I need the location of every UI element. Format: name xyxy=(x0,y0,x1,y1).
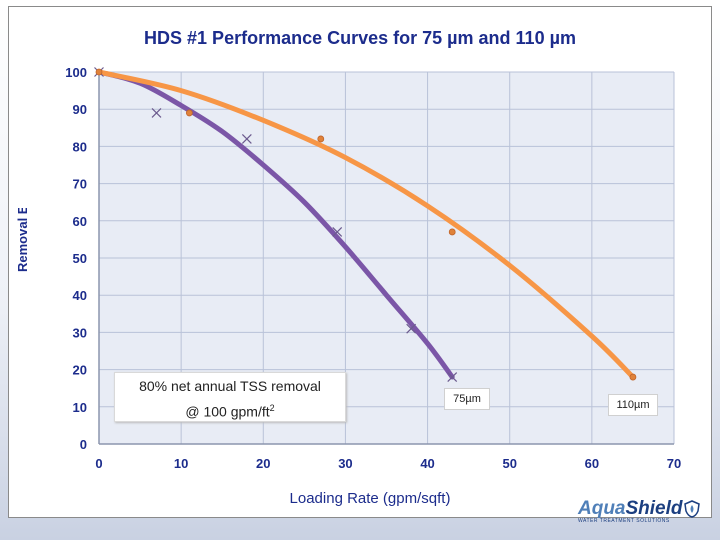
y-tick-label: 0 xyxy=(80,437,87,452)
x-tick-label: 50 xyxy=(502,456,516,471)
y-tick-label: 30 xyxy=(73,325,87,340)
data-point-75um xyxy=(406,323,417,334)
x-axis-label: Loading Rate (gpm/sqft) xyxy=(289,490,451,507)
y-tick-label: 10 xyxy=(73,400,87,415)
x-tick-label: 20 xyxy=(256,456,270,471)
annotation-line-2-text: @ 100 gpm/ft xyxy=(185,403,270,420)
data-point-75um xyxy=(332,227,343,237)
logo-wordmark: AquaShield xyxy=(578,498,708,520)
annotation-superscript: 2 xyxy=(269,403,275,413)
logo-aqua: Aqua xyxy=(578,498,626,519)
y-tick-label: 80 xyxy=(73,139,87,154)
annotation-line-1: 80% net annual TSS removal xyxy=(139,378,321,394)
series-line-75um xyxy=(96,69,455,380)
x-tick-label: 40 xyxy=(420,456,434,471)
y-tick-label: 50 xyxy=(73,251,87,266)
y-tick-label: 20 xyxy=(73,363,87,378)
annotation-line-2: @ 100 gpm/ft2 xyxy=(115,397,345,423)
y-tick-label: 100 xyxy=(65,65,87,80)
data-point-75um xyxy=(151,107,162,118)
series-label-75um: 75µm xyxy=(444,388,490,410)
series-label-110um: 110µm xyxy=(608,394,658,416)
series-line-110um xyxy=(96,69,636,380)
x-tick-label: 30 xyxy=(338,456,352,471)
data-point-110um xyxy=(629,373,637,381)
data-point-110um xyxy=(448,228,456,236)
x-tick-label: 0 xyxy=(95,456,102,471)
shield-icon xyxy=(684,500,700,518)
logo-shield: Shield xyxy=(625,498,683,519)
data-point-75um xyxy=(447,372,458,382)
data-point-110um xyxy=(317,135,325,143)
x-tick-label: 10 xyxy=(174,456,188,471)
y-tick-label: 90 xyxy=(73,102,87,117)
y-axis-label: Removal Efficiency xyxy=(15,208,30,272)
logo-tagline: WATER TREATMENT SOLUTIONS xyxy=(578,518,670,524)
x-tick-label: 60 xyxy=(585,456,599,471)
aquashield-logo: AquaShield WATER TREATMENT SOLUTIONS xyxy=(578,498,708,534)
data-point-110um xyxy=(185,109,193,117)
y-tick-label: 60 xyxy=(73,214,87,229)
x-tick-label: 70 xyxy=(667,456,681,471)
data-point-75um xyxy=(241,134,252,144)
y-tick-label: 70 xyxy=(73,177,87,192)
data-point-110um xyxy=(95,68,103,76)
chart-title: HDS #1 Performance Curves for 75 µm and … xyxy=(144,28,576,48)
y-tick-label: 40 xyxy=(73,288,87,303)
removal-annotation: 80% net annual TSS removal @ 100 gpm/ft2 xyxy=(114,372,346,422)
